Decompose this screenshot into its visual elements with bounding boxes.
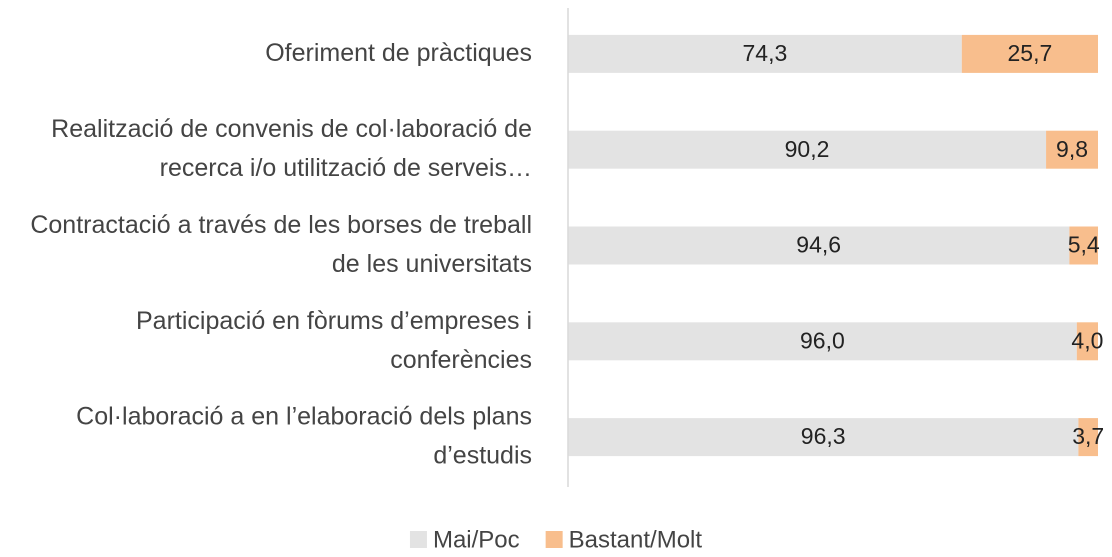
value-label: 96,0 [800,327,845,353]
value-label: 5,4 [1068,232,1100,258]
value-label: 25,7 [1008,40,1053,66]
category-label: Contractació a través de les borses de t… [30,211,532,278]
legend-swatch [409,531,427,548]
value-label: 4,0 [1071,327,1103,353]
bar-segment [1078,418,1098,457]
legend: Mai/Poc Bastant/Molt [409,526,703,553]
category-label: Realització de convenis de col·laboració… [51,115,532,182]
bar-segment [1046,130,1098,169]
category-label: Participació en fòrums d’empreses i confe… [136,306,532,373]
bar-segment [568,226,1070,265]
category-label: Oferiment de pràctiques [265,39,532,67]
bar-segment [1069,226,1098,265]
category-line: Oferiment de pràctiques [265,39,532,67]
value-label: 90,2 [785,136,830,162]
legend-label: Mai/Poc [433,526,520,553]
value-label: 74,3 [743,40,788,66]
legend-swatch [545,531,563,548]
bar-segment [568,130,1047,169]
bar-segment [961,34,1098,73]
bar-segment [568,34,962,73]
category-line: Participació en fòrums d’empreses i [136,306,532,334]
category-line: d’estudis [433,441,532,469]
category-line: Col·laboració a en l’elaboració dels pla… [76,402,532,430]
category-line: conferències [390,345,532,373]
value-label: 9,8 [1056,136,1088,162]
value-label: 3,7 [1072,423,1104,449]
category-line: Realització de convenis de col·laboració… [51,115,532,143]
value-label: 94,6 [796,232,841,258]
category-line: recerca i/o utilització de serveis… [160,154,532,182]
bar-segment [1076,322,1098,361]
bar-segment [568,418,1079,457]
bar-segment [568,322,1077,361]
value-label: 96,3 [801,423,846,449]
category-line: de les universitats [332,250,532,278]
legend-label: Bastant/Molt [569,526,703,553]
category-label: Col·laboració a en l’elaboració dels pla… [76,402,532,469]
category-line: Contractació a través de les borses de t… [30,211,532,239]
